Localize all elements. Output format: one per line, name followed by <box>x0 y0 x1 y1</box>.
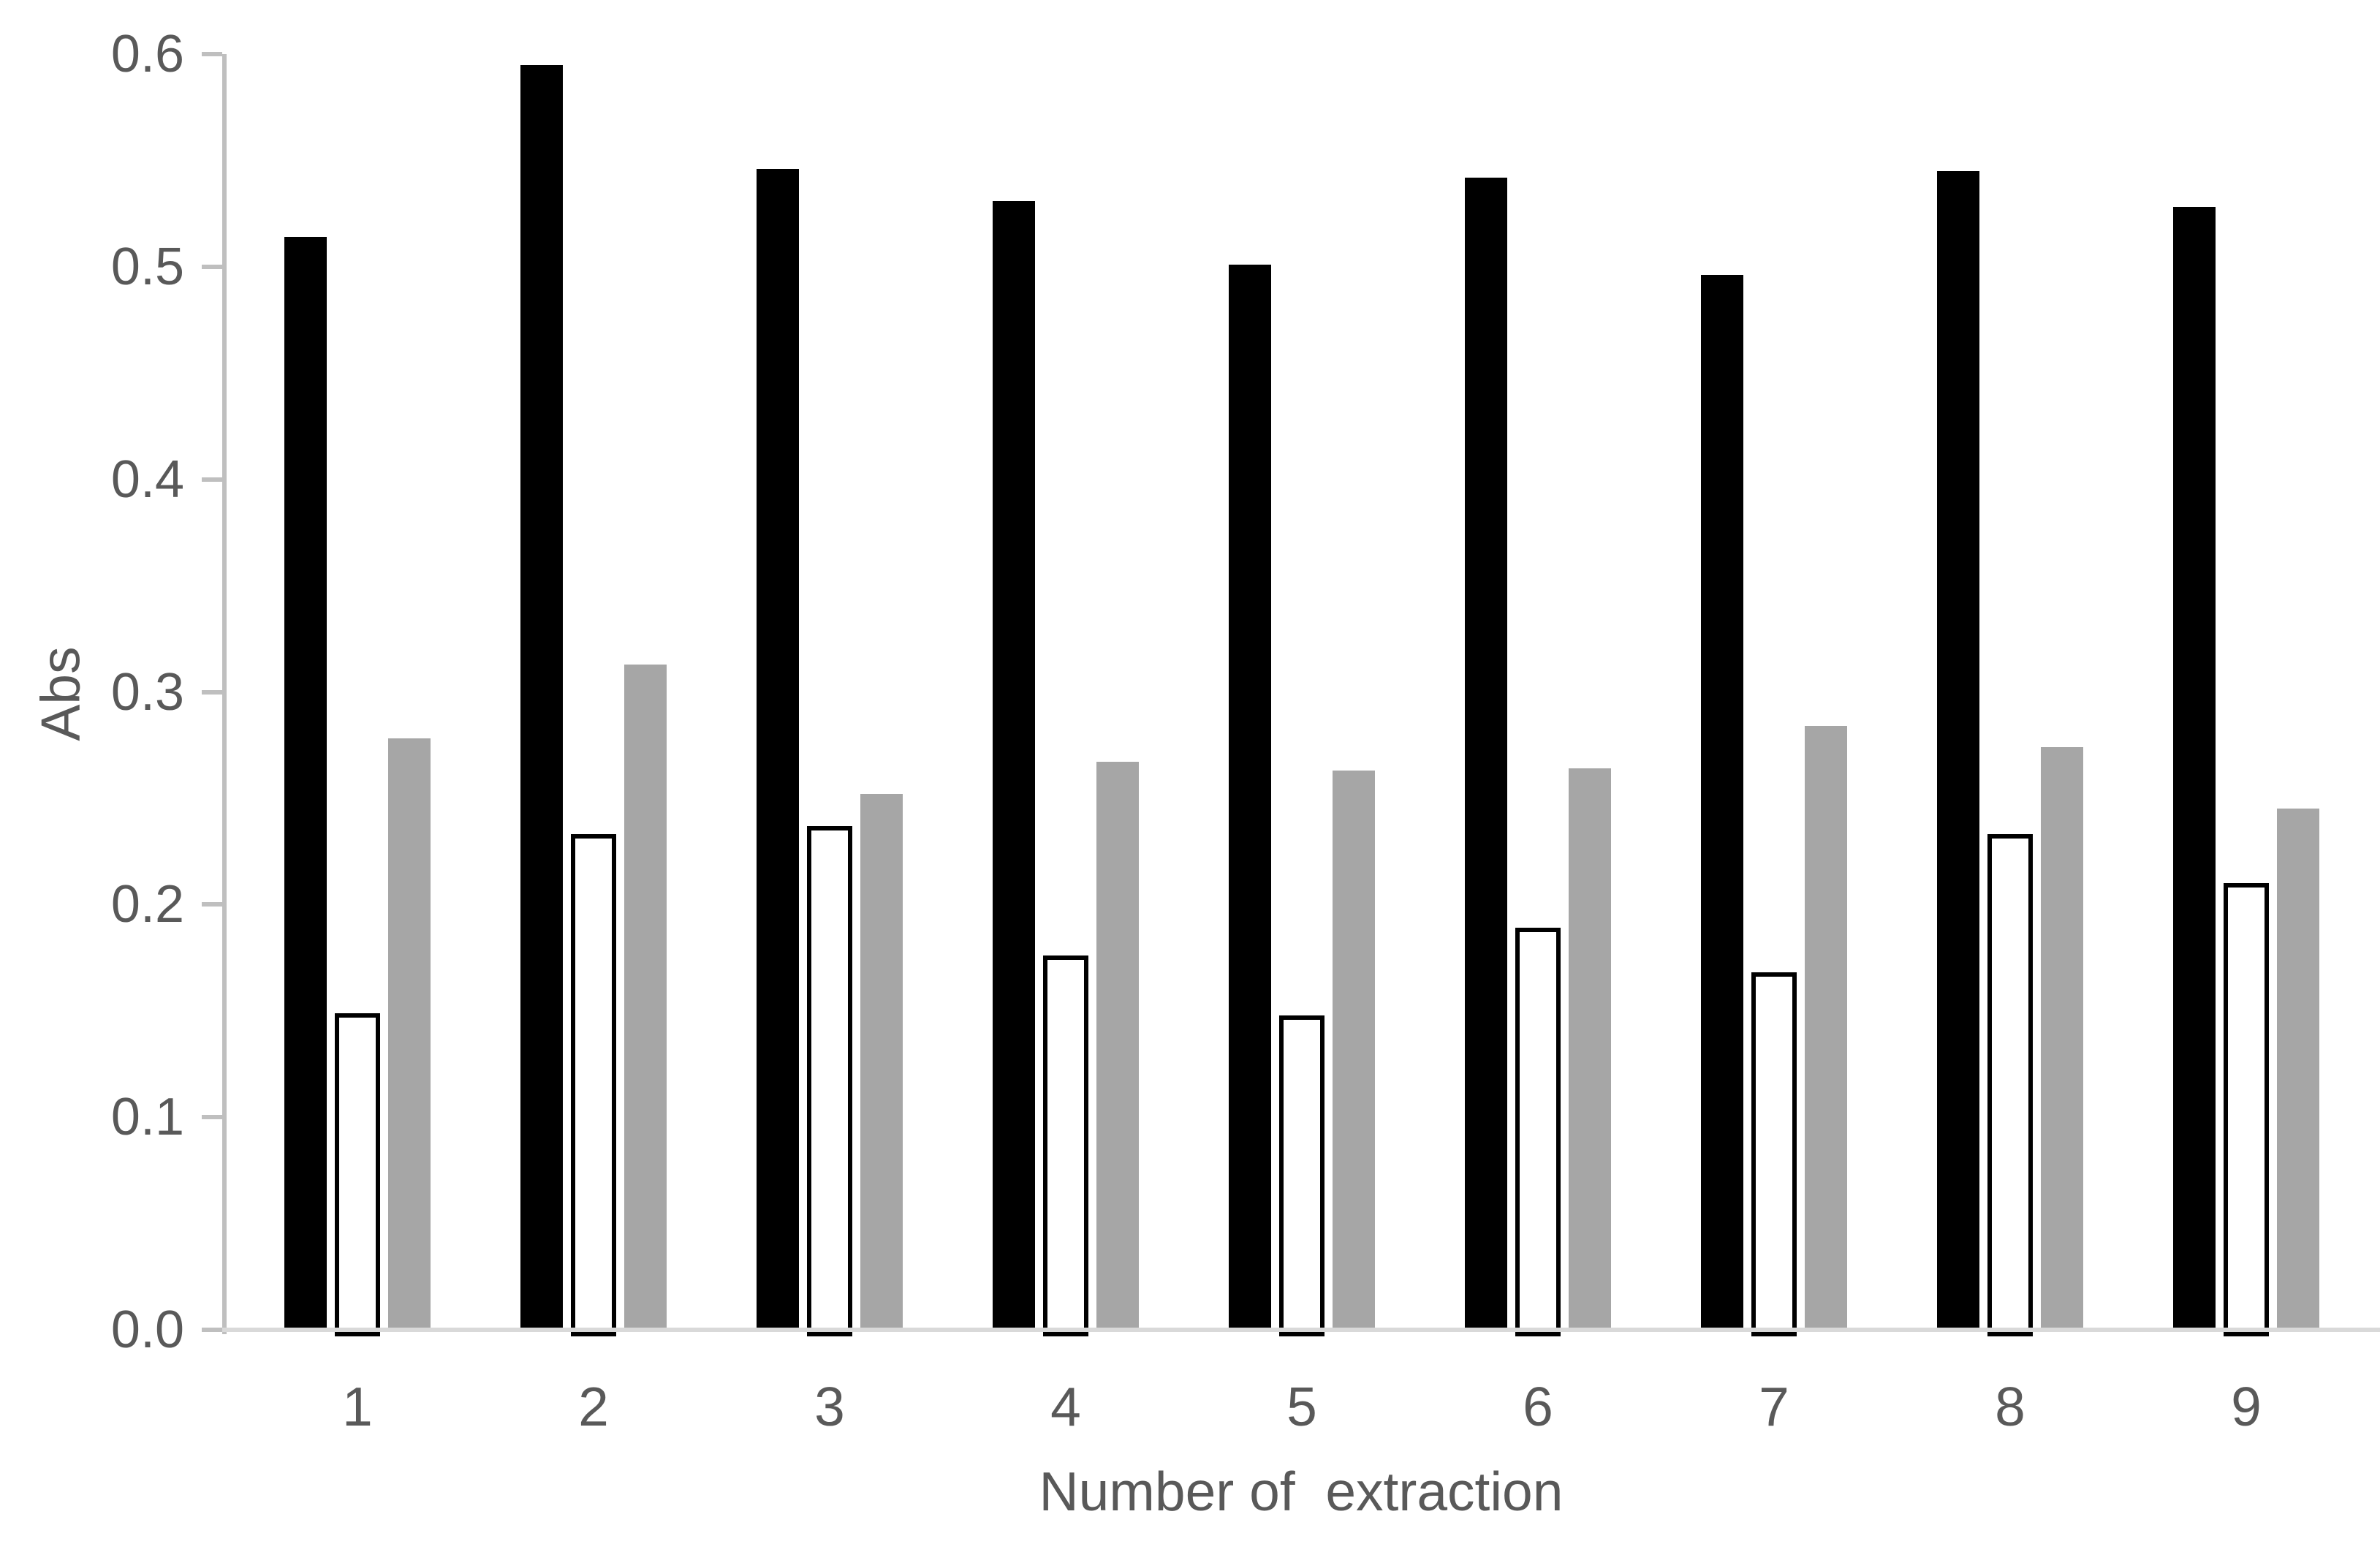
bar-gray-cat-7 <box>1805 726 1847 1332</box>
y-axis-tick <box>202 477 222 482</box>
y-axis-tick-label: 0.4 <box>110 450 184 509</box>
bar-white-cat-6 <box>1515 928 1561 1336</box>
x-axis-category-label: 2 <box>578 1376 609 1437</box>
y-axis-tick <box>202 1328 222 1332</box>
y-axis-tick-label: 0.6 <box>110 25 184 83</box>
y-axis-tick <box>202 1115 222 1120</box>
bar-white-cat-7 <box>1751 972 1797 1336</box>
bar-gray-cat-1 <box>388 738 431 1332</box>
bar-gray-cat-6 <box>1569 768 1611 1332</box>
y-axis-tick-label: 0.5 <box>110 237 184 296</box>
y-axis-line <box>222 54 227 1334</box>
bar-black-cat-2 <box>520 64 563 1332</box>
x-axis-category-label: 8 <box>1995 1376 2025 1437</box>
y-axis-tick <box>202 52 222 56</box>
bar-white-cat-4 <box>1043 955 1088 1336</box>
bar-white-cat-8 <box>1987 834 2033 1336</box>
y-axis-tick-label: 0.1 <box>110 1088 184 1147</box>
x-axis-title: Number of extraction <box>1039 1461 1564 1522</box>
bar-gray-cat-3 <box>860 794 903 1332</box>
bar-gray-cat-2 <box>624 664 667 1332</box>
x-axis-category-label: 4 <box>1050 1376 1081 1437</box>
y-axis-tick-label: 0.3 <box>110 662 184 722</box>
bar-black-cat-8 <box>1937 170 1979 1332</box>
bar-gray-cat-9 <box>2277 809 2319 1332</box>
y-axis-tick <box>202 902 222 907</box>
x-axis-category-label: 1 <box>342 1376 373 1437</box>
x-axis-category-label: 7 <box>1759 1376 1789 1437</box>
bar-black-cat-3 <box>757 169 799 1332</box>
bar-black-cat-9 <box>2173 207 2216 1332</box>
bar-white-cat-9 <box>2224 883 2269 1336</box>
bar-gray-cat-8 <box>2041 747 2083 1332</box>
x-axis-category-label: 6 <box>1523 1376 1553 1437</box>
x-axis-category-label: 5 <box>1286 1376 1317 1437</box>
y-axis-tick-label: 0.0 <box>110 1301 184 1359</box>
bar-gray-cat-4 <box>1096 762 1139 1332</box>
bar-white-cat-3 <box>807 825 852 1336</box>
bar-white-cat-5 <box>1279 1015 1324 1336</box>
bar-black-cat-6 <box>1465 177 1507 1332</box>
x-axis-category-label: 3 <box>814 1376 845 1437</box>
bar-black-cat-5 <box>1229 264 1271 1332</box>
bar-black-cat-4 <box>993 200 1035 1332</box>
bar-black-cat-7 <box>1701 275 1743 1332</box>
x-axis-baseline <box>222 1328 2380 1332</box>
y-axis-tick <box>202 264 222 269</box>
y-axis-tick <box>202 689 222 695</box>
y-axis-tick-label: 0.2 <box>110 875 184 934</box>
x-axis-category-label: 9 <box>2231 1376 2262 1437</box>
bar-white-cat-2 <box>571 834 616 1336</box>
bar-white-cat-1 <box>335 1013 380 1336</box>
bar-gray-cat-5 <box>1333 771 1375 1332</box>
bar-black-cat-1 <box>284 237 327 1332</box>
